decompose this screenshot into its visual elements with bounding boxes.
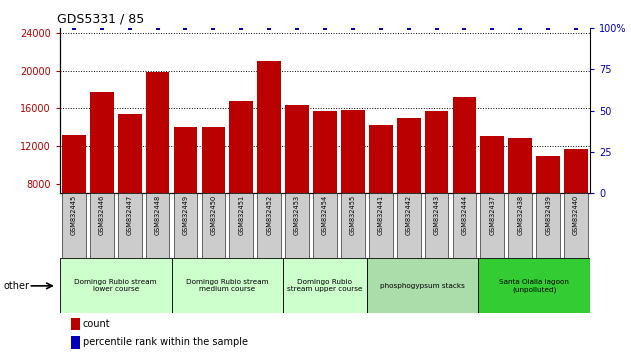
Text: Domingo Rubio
stream upper course: Domingo Rubio stream upper course <box>287 279 363 292</box>
Bar <box>71 318 80 330</box>
Point <box>320 25 330 31</box>
Text: GSM832453: GSM832453 <box>294 195 300 235</box>
Text: GSM832448: GSM832448 <box>155 195 160 235</box>
Bar <box>201 193 225 258</box>
Text: GSM832443: GSM832443 <box>433 195 440 235</box>
Text: other: other <box>3 281 29 291</box>
Bar <box>62 135 86 259</box>
Bar <box>60 258 172 313</box>
Point <box>432 25 442 31</box>
Bar <box>564 149 588 259</box>
Point <box>97 25 107 31</box>
Point <box>571 25 581 31</box>
Text: GSM832444: GSM832444 <box>461 195 468 235</box>
Text: GDS5331 / 85: GDS5331 / 85 <box>57 13 144 26</box>
Point <box>348 25 358 31</box>
Point <box>543 25 553 31</box>
Bar <box>367 258 478 313</box>
Text: GSM832451: GSM832451 <box>239 195 244 235</box>
Bar <box>452 97 476 259</box>
Text: GSM832447: GSM832447 <box>127 195 133 235</box>
Bar <box>118 114 141 259</box>
Bar <box>313 111 337 259</box>
Bar <box>509 193 532 258</box>
Text: GSM832438: GSM832438 <box>517 195 523 235</box>
Text: GSM832440: GSM832440 <box>573 195 579 235</box>
Text: GSM832450: GSM832450 <box>210 195 216 235</box>
Point <box>515 25 525 31</box>
Text: GSM832455: GSM832455 <box>350 195 356 235</box>
Bar <box>285 104 309 259</box>
Bar <box>425 193 449 258</box>
Bar <box>283 258 367 313</box>
Point <box>404 25 414 31</box>
Bar <box>397 118 420 259</box>
Point <box>236 25 246 31</box>
Text: GSM832442: GSM832442 <box>406 195 411 235</box>
Point <box>459 25 469 31</box>
Bar <box>341 110 365 259</box>
Bar <box>146 193 170 258</box>
Bar <box>536 193 560 258</box>
Bar <box>174 193 198 258</box>
Bar <box>425 111 449 259</box>
Bar <box>452 193 476 258</box>
Bar <box>201 127 225 259</box>
Bar <box>480 136 504 259</box>
Bar <box>341 193 365 258</box>
Point <box>153 25 163 31</box>
Bar <box>369 193 392 258</box>
Point <box>375 25 386 31</box>
Point <box>487 25 497 31</box>
Text: Domingo Rubio stream
medium course: Domingo Rubio stream medium course <box>186 279 269 292</box>
Text: GSM832452: GSM832452 <box>266 195 272 235</box>
Text: Santa Olalla lagoon
(unpolluted): Santa Olalla lagoon (unpolluted) <box>499 279 569 293</box>
Point <box>69 25 79 31</box>
Bar <box>230 193 253 258</box>
Bar <box>509 138 532 259</box>
Text: GSM832446: GSM832446 <box>99 195 105 235</box>
Text: percentile rank within the sample: percentile rank within the sample <box>83 337 248 348</box>
Bar <box>564 193 588 258</box>
Bar <box>174 127 198 259</box>
Bar <box>230 101 253 259</box>
Bar <box>118 193 141 258</box>
Bar <box>369 125 392 259</box>
Bar <box>285 193 309 258</box>
Text: count: count <box>83 319 110 329</box>
Text: GSM832437: GSM832437 <box>490 195 495 235</box>
Bar <box>480 193 504 258</box>
Bar <box>172 258 283 313</box>
Bar <box>257 61 281 259</box>
Point <box>264 25 274 31</box>
Bar <box>397 193 420 258</box>
Bar <box>313 193 337 258</box>
Text: phosphogypsum stacks: phosphogypsum stacks <box>380 283 465 289</box>
Text: GSM832454: GSM832454 <box>322 195 328 235</box>
Bar <box>146 72 170 259</box>
Bar <box>90 193 114 258</box>
Bar <box>62 193 86 258</box>
Text: GSM832445: GSM832445 <box>71 195 77 235</box>
Bar <box>478 258 590 313</box>
Text: GSM832441: GSM832441 <box>378 195 384 235</box>
Point <box>208 25 218 31</box>
Bar <box>90 92 114 259</box>
Bar <box>257 193 281 258</box>
Bar <box>536 156 560 259</box>
Point <box>180 25 191 31</box>
Point <box>125 25 135 31</box>
Text: Domingo Rubio stream
lower course: Domingo Rubio stream lower course <box>74 279 157 292</box>
Bar <box>71 336 80 349</box>
Point <box>292 25 302 31</box>
Text: GSM832439: GSM832439 <box>545 195 551 235</box>
Text: GSM832449: GSM832449 <box>182 195 189 235</box>
